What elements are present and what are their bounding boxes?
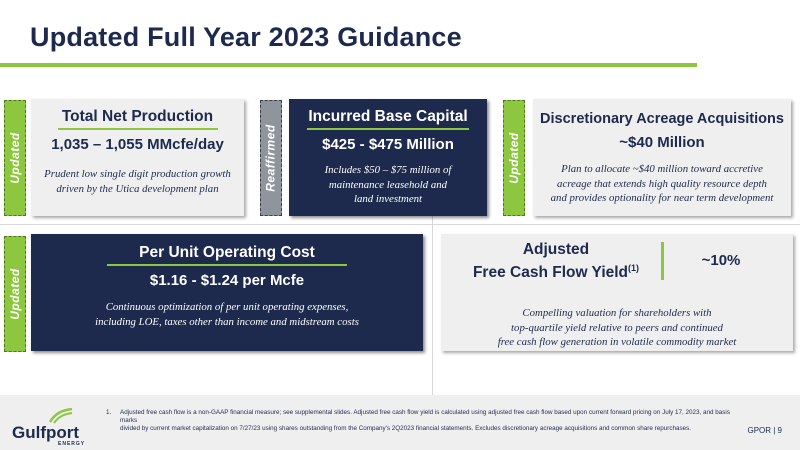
production-value: 1,035 – 1,055 MMcfe/day: [51, 136, 224, 153]
capital-title: Incurred Base Capital: [308, 108, 468, 125]
fcf-yield-value: ~10%: [701, 252, 741, 269]
unit-cost-title-underline: [107, 264, 347, 266]
gulfport-logo: Gulfport ENERGY: [10, 408, 92, 447]
updated-tag-unit-cost: Updated: [4, 236, 26, 352]
updated-tag-acreage: Updated: [503, 100, 525, 216]
updated-tag-production: Updated: [4, 100, 26, 216]
divider-vertical: [432, 100, 433, 400]
production-title-underline: [57, 128, 218, 130]
production-card: Total Net Production 1,035 – 1,055 MMcfe…: [31, 99, 244, 216]
unit-cost-card: Per Unit Operating Cost $1.16 - $1.24 pe…: [31, 234, 423, 351]
fcf-yield-description: Compelling valuation for shareholders wi…: [497, 307, 737, 348]
acreage-description: Plan to allocate ~$40 million toward acc…: [550, 163, 774, 204]
production-title: Total Net Production: [61, 108, 214, 125]
title-underline: [0, 63, 697, 67]
slide-title: Updated Full Year 2023 Guidance: [30, 22, 462, 52]
footer: Gulfport ENERGY 1. Adjusted free cash fl…: [0, 395, 800, 450]
page-number: GPOR | 9: [747, 426, 782, 435]
unit-cost-title: Per Unit Operating Cost: [139, 244, 315, 261]
capital-card: Incurred Base Capital $425 - $475 Millio…: [289, 99, 487, 216]
acreage-title: Discretionary Acreage Acquisitions: [540, 111, 784, 127]
fcf-yield-title: Adjusted Free Cash Flow Yield(1): [472, 241, 640, 282]
divider-horizontal: [0, 224, 800, 225]
production-description: Prudent low single digit production grow…: [44, 168, 231, 195]
acreage-value: ~$40 Million: [619, 134, 705, 151]
reaffirmed-tag-capital: Reaffirmed: [260, 100, 282, 216]
footnote: 1. Adjusted free cash flow is a non-GAAP…: [106, 409, 730, 432]
unit-cost-description: Continuous optimization of per unit oper…: [95, 301, 359, 328]
fcf-yield-divider: [661, 242, 664, 280]
capital-description: Includes $50 – $75 million of maintenanc…: [324, 164, 452, 205]
unit-cost-value: $1.16 - $1.24 per Mcfe: [149, 272, 305, 289]
gulfport-logo-mark-icon: [48, 408, 73, 424]
acreage-card: Discretionary Acreage Acquisitions ~$40 …: [533, 99, 791, 216]
capital-title-underline: [307, 128, 469, 130]
capital-value: $425 - $475 Million: [322, 136, 454, 153]
fcf-yield-card: Adjusted Free Cash Flow Yield(1) ~10% Co…: [441, 234, 793, 351]
